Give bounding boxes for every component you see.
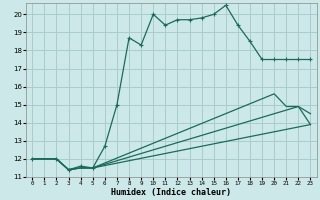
X-axis label: Humidex (Indice chaleur): Humidex (Indice chaleur) bbox=[111, 188, 231, 197]
